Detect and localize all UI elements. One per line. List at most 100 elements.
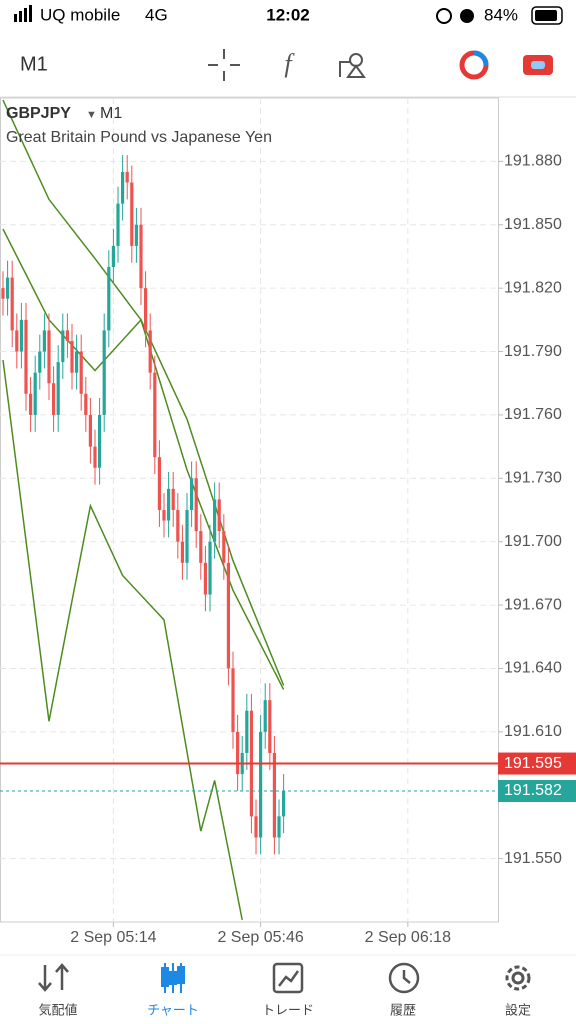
candle-body bbox=[28, 393, 33, 415]
network: 4G bbox=[145, 5, 168, 24]
candle-body bbox=[98, 414, 102, 468]
candle-body bbox=[74, 351, 79, 373]
candle-body bbox=[144, 288, 148, 331]
candle-body bbox=[162, 510, 166, 521]
y-tick-label: 191.670 bbox=[504, 596, 562, 613]
tab-bar: 気配値 チャート トレード 履歴 設定 bbox=[0, 954, 576, 1017]
candle-body bbox=[148, 330, 152, 373]
trade-icon bbox=[272, 962, 304, 994]
candle-body bbox=[245, 710, 249, 753]
band-line bbox=[2, 359, 243, 921]
candle-body bbox=[171, 488, 175, 510]
candle-body bbox=[47, 330, 51, 384]
y-tick-label: 191.760 bbox=[504, 406, 562, 423]
tab-label[interactable]: 履歴 bbox=[390, 1002, 416, 1017]
candle-body bbox=[226, 562, 231, 669]
candle-body bbox=[231, 668, 235, 732]
chart-icon bbox=[161, 963, 185, 993]
candle-body bbox=[107, 267, 111, 331]
candle-body bbox=[125, 171, 129, 183]
symbol: GBPJPY bbox=[6, 105, 71, 122]
timeframe-button[interactable]: M1 bbox=[20, 53, 48, 75]
candle-body bbox=[24, 319, 28, 394]
candle-body bbox=[180, 541, 185, 563]
candle-body bbox=[102, 330, 106, 415]
candle-body bbox=[65, 330, 69, 341]
candle-body bbox=[282, 791, 286, 817]
signal-icon bbox=[14, 14, 17, 22]
candle-body bbox=[15, 330, 19, 352]
candle-body bbox=[259, 731, 263, 838]
candle-body bbox=[5, 277, 10, 299]
y-tick-label: 191.550 bbox=[504, 850, 562, 867]
candle-body bbox=[217, 499, 221, 532]
tab-label[interactable]: 気配値 bbox=[38, 1002, 77, 1017]
objects-button[interactable] bbox=[339, 53, 366, 78]
candle-body bbox=[208, 541, 212, 595]
clock: 12:02 bbox=[266, 5, 309, 24]
candle-body bbox=[194, 478, 198, 532]
tab-label[interactable]: トレード bbox=[262, 1002, 314, 1017]
toolbar: M1 f bbox=[0, 49, 576, 98]
candle-body bbox=[236, 731, 240, 775]
ask-label: 191.595 bbox=[504, 755, 562, 772]
x-tick-label: 2 Sep 06:18 bbox=[365, 929, 451, 946]
crosshair-button[interactable] bbox=[208, 49, 240, 81]
y-tick-label: 191.700 bbox=[504, 533, 562, 550]
candle-body bbox=[153, 372, 157, 458]
carrier: UQ mobile bbox=[40, 5, 120, 24]
chart-timeframe: M1 bbox=[100, 105, 122, 122]
candle-body bbox=[263, 700, 267, 732]
candle-body bbox=[111, 245, 116, 268]
plot-frame bbox=[0, 97, 499, 923]
settings-icon bbox=[505, 965, 531, 991]
y-tick-label: 191.730 bbox=[504, 470, 562, 487]
bid-label: 191.582 bbox=[504, 782, 562, 799]
candle-body bbox=[19, 319, 23, 352]
candle-body bbox=[61, 330, 65, 363]
candle-body bbox=[176, 510, 180, 542]
y-tick-label: 191.610 bbox=[504, 723, 562, 740]
signal-icon bbox=[29, 5, 32, 22]
candle-body bbox=[139, 224, 143, 289]
battery-level bbox=[535, 10, 557, 21]
candle-body bbox=[88, 414, 92, 447]
candle-body bbox=[42, 330, 46, 352]
candle-body bbox=[56, 362, 60, 415]
candle-body bbox=[134, 224, 139, 246]
candle-body bbox=[157, 457, 162, 510]
bid-label-box bbox=[498, 780, 576, 803]
x-tick-label: 2 Sep 05:46 bbox=[217, 929, 303, 946]
alarm-icon bbox=[460, 9, 474, 23]
y-tick-label: 191.850 bbox=[504, 216, 562, 233]
candle-body bbox=[10, 277, 14, 331]
y-tick-label: 191.820 bbox=[504, 279, 562, 296]
candle-body bbox=[203, 562, 208, 595]
indicators-button[interactable]: f bbox=[284, 49, 295, 78]
trade-icon bbox=[531, 61, 545, 69]
candle-body bbox=[38, 351, 42, 373]
status-bar: UQ mobile 4G 12:02 84% bbox=[14, 5, 563, 25]
candle-body bbox=[277, 816, 281, 838]
candle-body bbox=[167, 488, 171, 521]
candle-body bbox=[199, 531, 203, 563]
tab-label[interactable]: 設定 bbox=[505, 1002, 531, 1017]
candle-body bbox=[70, 340, 74, 373]
x-tick-label: 2 Sep 05:14 bbox=[70, 929, 156, 946]
battery-text: 84% bbox=[484, 5, 518, 24]
candle-body bbox=[185, 510, 189, 563]
candle-body bbox=[254, 816, 258, 838]
y-tick-label: 191.640 bbox=[504, 660, 562, 677]
candle-body bbox=[213, 499, 217, 542]
candle-body bbox=[130, 182, 134, 246]
candle-body bbox=[51, 383, 56, 415]
signal-icon bbox=[19, 11, 22, 22]
tab-label[interactable]: チャート bbox=[147, 1002, 199, 1017]
band-line bbox=[2, 228, 285, 690]
dropdown-arrow: ▼ bbox=[86, 109, 97, 121]
y-tick-label: 191.880 bbox=[504, 153, 562, 170]
candle-body bbox=[93, 446, 97, 468]
candle-body bbox=[84, 393, 88, 415]
